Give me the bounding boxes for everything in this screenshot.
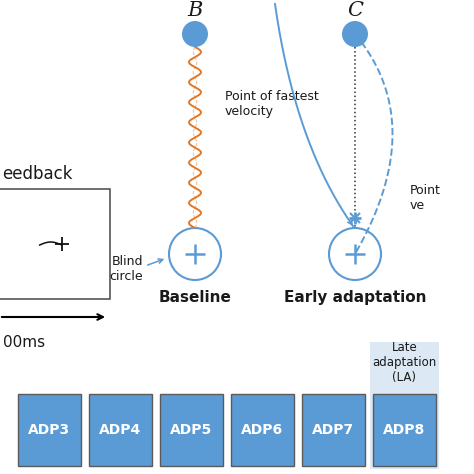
Text: B: B (187, 0, 203, 19)
Text: Early adaptation: Early adaptation (284, 290, 426, 305)
Text: ADP3: ADP3 (28, 423, 71, 437)
Text: C: C (347, 0, 363, 19)
Bar (89, 394, 152, 466)
Text: ADP7: ADP7 (312, 423, 355, 437)
Bar (231, 394, 294, 466)
Bar (302, 394, 365, 466)
Text: eedback: eedback (2, 165, 73, 183)
Text: Late
adaptation
(LA): Late adaptation (LA) (373, 341, 437, 384)
Bar (370, 342, 439, 469)
Text: ADP8: ADP8 (383, 423, 426, 437)
Text: Baseline: Baseline (159, 290, 231, 305)
Bar (18, 394, 81, 466)
Text: Blind
circle: Blind circle (109, 255, 143, 283)
Text: ADP5: ADP5 (170, 423, 213, 437)
Text: ADP4: ADP4 (100, 423, 142, 437)
Circle shape (182, 21, 208, 47)
Text: ADP6: ADP6 (241, 423, 283, 437)
Bar (373, 394, 436, 466)
Text: 00ms: 00ms (3, 335, 45, 350)
Text: Point of fastest
velocity: Point of fastest velocity (225, 90, 319, 118)
Bar (0, 189, 110, 299)
Text: Point
ve: Point ve (410, 184, 441, 212)
Bar (160, 394, 223, 466)
Circle shape (342, 21, 368, 47)
